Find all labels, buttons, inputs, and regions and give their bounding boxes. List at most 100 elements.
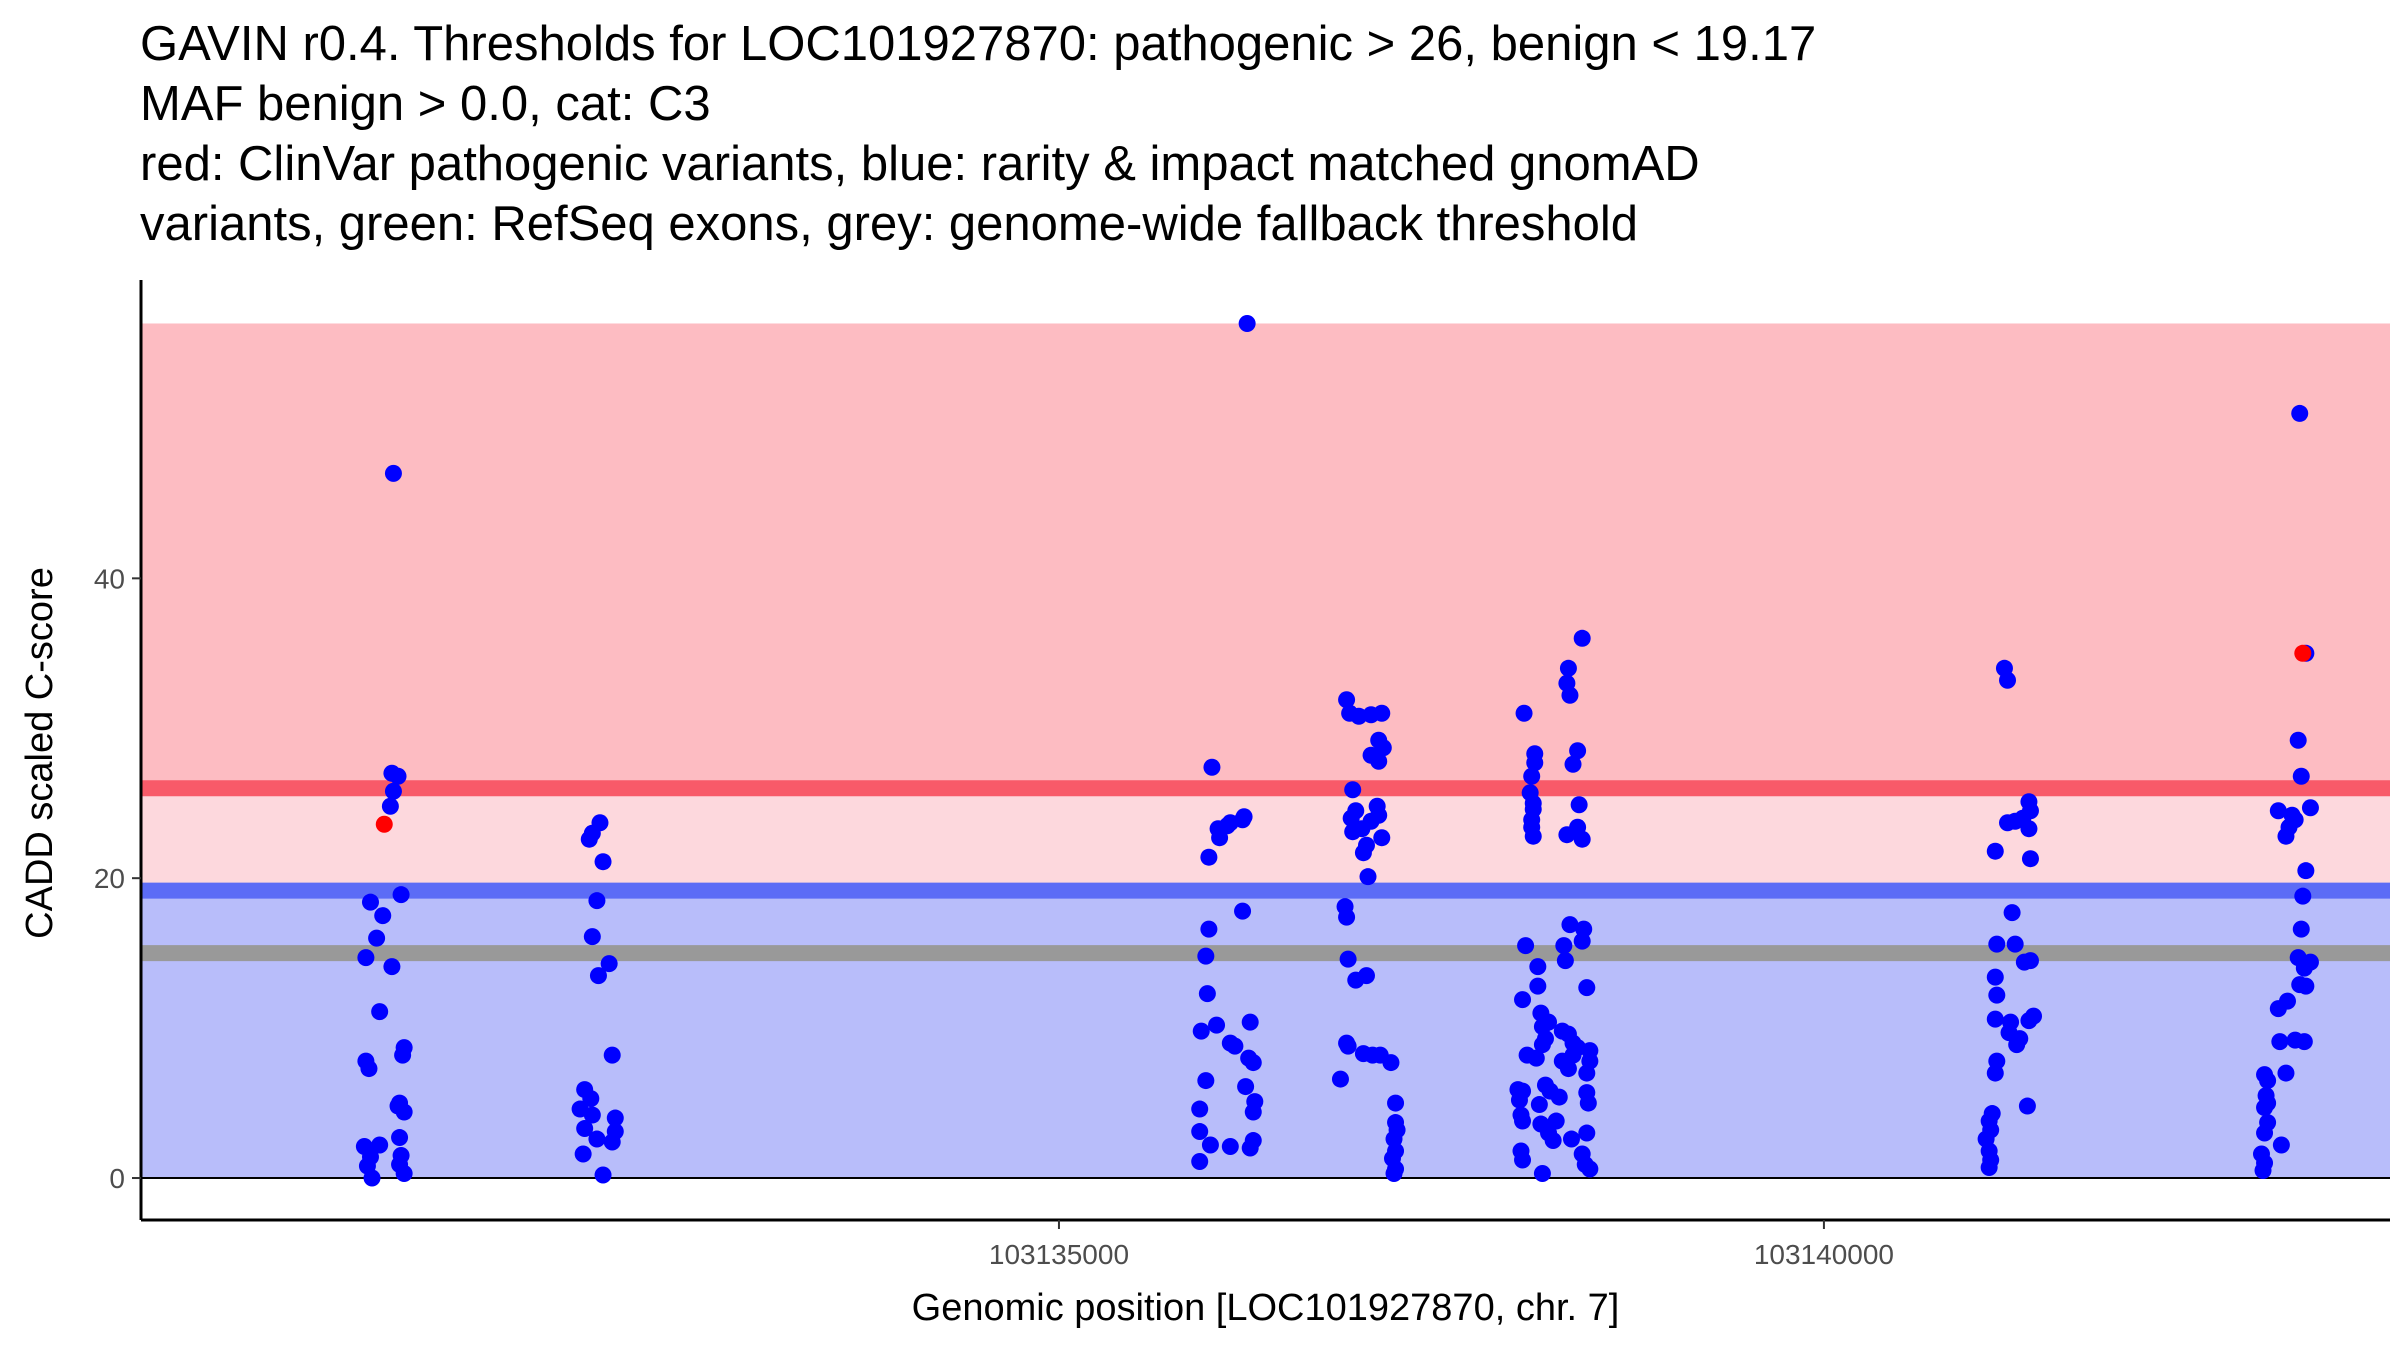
- gnomad-variant-point: [2301, 799, 2319, 817]
- clinvar-pathogenic-point: [375, 815, 393, 833]
- threshold-lines: [141, 780, 2390, 962]
- gnomad-variant-point: [2256, 1124, 2274, 1142]
- gnomad-variant-point: [1514, 1151, 1532, 1169]
- gnomad-variant-point: [2269, 1000, 2287, 1018]
- gnomad-variant-point: [1208, 1016, 1226, 1034]
- gnomad-variant-point: [1241, 1013, 1259, 1031]
- gnomad-variant-point: [1339, 950, 1357, 968]
- gnomad-variant-point: [2294, 887, 2312, 905]
- data-points: [355, 314, 2319, 1187]
- gnomad-variant-point: [1240, 1049, 1258, 1067]
- gnomad-variant-point: [389, 767, 407, 785]
- gnomad-variant-point: [1526, 754, 1544, 772]
- gnomad-variant-point: [583, 1106, 601, 1124]
- gnomad-variant-point: [594, 1166, 612, 1184]
- gnomad-variant-point: [2295, 959, 2313, 977]
- gnomad-variant-point: [2297, 862, 2315, 880]
- clinvar-pathogenic-point: [2294, 644, 2312, 662]
- chart-title-line-3: red: ClinVar pathogenic variants, blue: …: [140, 137, 1700, 191]
- pathogenic-zone: [141, 323, 2390, 789]
- gnomad-variant-point: [1244, 1132, 1262, 1150]
- gnomad-variant-point: [600, 955, 618, 973]
- gnomad-variant-point: [1527, 1049, 1545, 1067]
- gnomad-variant-point: [1192, 1022, 1210, 1040]
- gnomad-variant-point: [394, 1046, 412, 1064]
- x-tick-label: 103140000: [1754, 1239, 1894, 1270]
- gnomad-variant-point: [363, 1169, 381, 1187]
- gnomad-variant-point: [1514, 991, 1532, 1009]
- gnomad-variant-point: [381, 797, 399, 815]
- gnomad-variant-point: [1201, 1136, 1219, 1154]
- gnomad-variant-point: [384, 464, 402, 482]
- gnomad-variant-point: [389, 1097, 407, 1115]
- gnomad-variant-point: [1578, 1124, 1596, 1142]
- gnomad-variant-point: [2271, 1033, 2289, 1051]
- gnomad-variant-point: [1234, 902, 1252, 920]
- gnomad-variant-point: [1198, 985, 1216, 1003]
- gnomad-variant-point: [588, 892, 606, 910]
- y-tick-label: 20: [94, 863, 125, 894]
- gnomad-variant-point: [1191, 1100, 1209, 1118]
- gnomad-variant-point: [1533, 1036, 1551, 1054]
- gnomad-variant-point: [1338, 908, 1356, 926]
- chart-title-line-2: MAF benign > 0.0, cat: C3: [140, 77, 711, 131]
- gnomad-variant-point: [1573, 629, 1591, 647]
- gnomad-variant-point: [1387, 1094, 1405, 1112]
- gnomad-variant-point: [1370, 752, 1388, 770]
- gnomad-variant-point: [1529, 958, 1547, 976]
- x-axis-title: Genomic position [LOC101927870, chr. 7]: [912, 1287, 1620, 1329]
- gnomad-variant-point: [1331, 1070, 1349, 1088]
- gnomad-variant-point: [1203, 758, 1221, 776]
- gnomad-variant-point: [576, 1120, 594, 1138]
- gnomad-variant-point: [1385, 1165, 1403, 1183]
- gnomad-variant-point: [2259, 1072, 2277, 1090]
- gnomad-variant-point: [2018, 1097, 2036, 1115]
- gnomad-variant-point: [1980, 1159, 1998, 1177]
- gnomad-variant-point: [2003, 904, 2021, 922]
- gnomad-variant-point: [1578, 1064, 1596, 1082]
- gnomad-variant-point: [582, 1090, 600, 1108]
- gnomad-variant-point: [2256, 1099, 2274, 1117]
- intermediate-zone: [141, 788, 2390, 891]
- gnomad-variant-point: [1338, 691, 1356, 709]
- gnomad-variant-point: [360, 1060, 378, 1078]
- gnomad-variant-point: [1550, 1088, 1568, 1106]
- gnomad-variant-point: [1344, 781, 1362, 799]
- gnomad-variant-point: [594, 853, 612, 871]
- gnomad-variant-point: [1244, 1103, 1262, 1121]
- gnomad-variant-point: [588, 1130, 606, 1148]
- gnomad-variant-point: [1197, 947, 1215, 965]
- gnomad-variant-point: [2021, 850, 2039, 868]
- gnomad-variant-point: [2006, 935, 2024, 953]
- gnomad-variant-point: [2020, 1012, 2038, 1030]
- gnomad-variant-point: [1558, 826, 1576, 844]
- gnomad-variant-point: [1573, 932, 1591, 950]
- gnomad-variant-point: [1579, 1094, 1597, 1112]
- gnomad-variant-point: [1517, 937, 1535, 955]
- y-axis-title: CADD scaled C-score: [19, 567, 61, 939]
- gnomad-variant-point: [1986, 968, 2004, 986]
- gnomad-variant-point: [1191, 1123, 1209, 1141]
- gnomad-variant-point: [1544, 1132, 1562, 1150]
- gnomad-variant-point: [1347, 971, 1365, 989]
- gnomad-variant-point: [1988, 986, 2006, 1004]
- gnomad-variant-point: [1569, 742, 1587, 760]
- y-axis-ticks: 0 20 40: [94, 563, 141, 1194]
- gnomad-variant-point: [374, 907, 392, 925]
- gnomad-variant-point: [2269, 802, 2287, 820]
- gnomad-variant-point: [383, 958, 401, 976]
- gnomad-variant-point: [583, 928, 601, 946]
- gnomad-variant-point: [1547, 1112, 1565, 1130]
- gnomad-variant-point: [1200, 848, 1218, 866]
- gnomad-variant-point: [1999, 671, 2017, 689]
- gnomad-variant-point: [2277, 827, 2295, 845]
- gnomad-variant-point: [1344, 823, 1362, 841]
- gnomad-variant-point: [1570, 796, 1588, 814]
- gnomad-variant-point: [1578, 979, 1596, 997]
- gnomad-variant-point: [1374, 739, 1392, 757]
- gnomad-variant-point: [1350, 707, 1368, 725]
- gnomad-variant-point: [1200, 920, 1218, 938]
- gnomad-variant-point: [1986, 1064, 2004, 1082]
- gnomad-variant-point: [1342, 809, 1360, 827]
